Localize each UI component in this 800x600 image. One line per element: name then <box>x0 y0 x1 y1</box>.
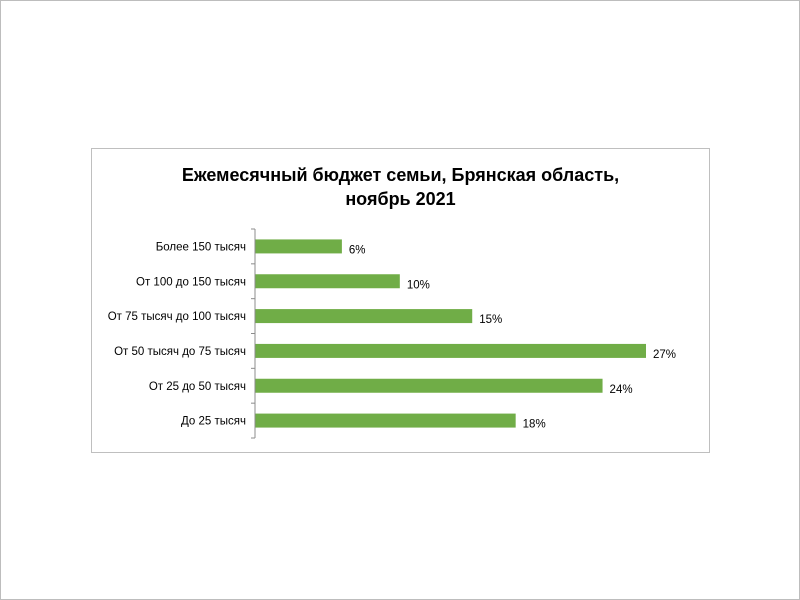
chart-title-line-2: ноябрь 2021 <box>345 189 456 209</box>
data-label: 24% <box>610 384 633 396</box>
category-label: От 50 тысяч до 75 тысяч <box>114 346 246 358</box>
chart-title-line-1: Ежемесячный бюджет семьи, Брянская облас… <box>181 165 620 185</box>
data-label: 27% <box>653 349 676 361</box>
category-label: От 100 до 150 тысяч <box>136 276 246 288</box>
data-label: 18% <box>523 419 546 431</box>
bar <box>255 239 342 254</box>
bar <box>255 274 400 289</box>
data-label: 15% <box>479 314 502 326</box>
chart-frame: Ежемесячный бюджет семьи, Брянская облас… <box>91 148 710 453</box>
category-label: Более 150 тысяч <box>156 241 246 253</box>
bar <box>255 378 603 393</box>
chart-title: Ежемесячный бюджет семьи, Брянская облас… <box>92 163 709 211</box>
data-label: 6% <box>349 244 366 256</box>
category-label: От 75 тысяч до 100 тысяч <box>108 311 246 323</box>
bar <box>255 343 646 358</box>
data-label: 10% <box>407 279 430 291</box>
category-label: От 25 до 50 тысяч <box>149 381 246 393</box>
bar <box>255 309 473 324</box>
bar-chart: Более 150 тысяч 6% От 100 до 150 тысяч 10% О… <box>108 228 676 439</box>
bar <box>255 413 516 428</box>
category-label: До 25 тысяч <box>181 416 246 428</box>
